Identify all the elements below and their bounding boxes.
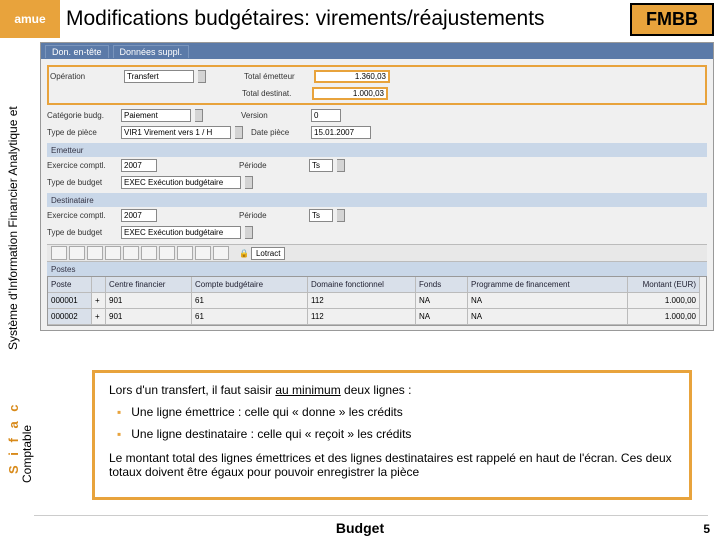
col-amount: Montant (EUR) xyxy=(628,277,700,293)
label-category: Catégorie budg. xyxy=(47,111,117,120)
col-prog: Programme de financement xyxy=(468,277,628,293)
input-docdate[interactable]: 15.01.2007 xyxy=(311,126,371,139)
toolbar-button[interactable] xyxy=(105,246,121,260)
table-row[interactable]: 000001 + 901 61 112 NA NA 1.000,00 xyxy=(48,293,706,309)
label-budgettype: Type de budget xyxy=(47,228,117,237)
section-recipient: Destinataire xyxy=(47,193,707,207)
input-doctype[interactable]: VIR1 Virement vers 1 / H xyxy=(121,126,231,139)
toolbar-button[interactable] xyxy=(87,246,103,260)
dropdown-icon[interactable] xyxy=(337,159,345,172)
sidebar-brand: S i f a c xyxy=(6,401,21,474)
dropdown-icon[interactable] xyxy=(245,176,253,189)
col-poste: Poste xyxy=(48,277,92,293)
toolbar-button[interactable] xyxy=(123,246,139,260)
col-mark xyxy=(92,277,106,293)
toolbar-button[interactable] xyxy=(177,246,193,260)
toolbar-button[interactable] xyxy=(141,246,157,260)
col-fonds: Fonds xyxy=(416,277,468,293)
input-operation[interactable]: Transfert xyxy=(124,70,194,83)
dropdown-icon[interactable] xyxy=(198,70,206,83)
grid-header: Poste Centre financier Compte budgétaire… xyxy=(48,277,706,293)
postes-grid: Poste Centre financier Compte budgétaire… xyxy=(47,276,707,326)
instruction-total: Le montant total des lignes émettrices e… xyxy=(109,451,675,479)
bullet-recipient: Une ligne destinataire : celle qui « reç… xyxy=(117,427,675,441)
label-version: Version xyxy=(241,111,307,120)
tabstrip: Don. en-tête Données suppl. xyxy=(41,43,713,59)
input-version[interactable]: 0 xyxy=(311,109,341,122)
toolbar-button[interactable] xyxy=(195,246,211,260)
value-total-emit: 1.360,03 xyxy=(314,70,390,83)
page-title: Modifications budgétaires: virements/réa… xyxy=(60,7,630,31)
label-total-dest: Total destinat. xyxy=(242,89,308,98)
label-fyear: Exercice comptl. xyxy=(47,211,117,220)
title-bar: amue Modifications budgétaires: virement… xyxy=(0,0,720,38)
sap-window: Don. en-tête Données suppl. Opération Tr… xyxy=(40,42,714,331)
col-cb: Compte budgétaire xyxy=(192,277,308,293)
logo: amue xyxy=(0,0,60,38)
dropdown-icon[interactable] xyxy=(337,209,345,222)
footer-divider xyxy=(34,515,708,516)
table-row[interactable]: 000002 + 901 61 112 NA NA 1.000,00 xyxy=(48,309,706,325)
page-number: 5 xyxy=(703,522,710,536)
input-budgettype-emit[interactable]: EXEC Exécution budgétaire xyxy=(121,176,241,189)
sidebar-subtitle: Système d'Information Financier Analytiq… xyxy=(6,106,20,350)
input-period-dest[interactable]: Ts xyxy=(309,209,333,222)
input-period-emit[interactable]: Ts xyxy=(309,159,333,172)
instruction-line1: Lors d'un transfert, il faut saisir au m… xyxy=(109,383,675,397)
sidebar-subtitle2: Comptable xyxy=(20,425,34,483)
toolbar-button[interactable] xyxy=(213,246,229,260)
value-total-dest: 1.000,03 xyxy=(312,87,388,100)
label-doctype: Type de pièce xyxy=(47,128,117,137)
tab-suppl[interactable]: Données suppl. xyxy=(113,45,190,58)
sidebar: Système d'Information Financier Analytiq… xyxy=(0,38,28,510)
dropdown-icon[interactable] xyxy=(195,109,203,122)
grid-title: Postes xyxy=(47,262,707,276)
label-total-emit: Total émetteur xyxy=(244,72,310,81)
dropdown-icon[interactable] xyxy=(235,126,243,139)
input-category[interactable]: Paiement xyxy=(121,109,191,122)
form-area: Opération Transfert Total émetteur 1.360… xyxy=(41,59,713,330)
tcode-badge: FMBB xyxy=(630,3,714,36)
label-period: Période xyxy=(239,211,305,220)
instruction-box: Lors d'un transfert, il faut saisir au m… xyxy=(92,370,692,500)
col-cf: Centre financier xyxy=(106,277,192,293)
col-df: Domaine fonctionnel xyxy=(308,277,416,293)
input-fyear-dest[interactable]: 2007 xyxy=(121,209,157,222)
toolbar-button[interactable] xyxy=(69,246,85,260)
toolbar-button[interactable] xyxy=(51,246,67,260)
label-budgettype: Type de budget xyxy=(47,178,117,187)
grid-toolbar: 🔒 Lotract xyxy=(47,244,707,262)
toolbar-button[interactable] xyxy=(159,246,175,260)
dropdown-icon[interactable] xyxy=(245,226,253,239)
label-docdate: Date pièce xyxy=(251,128,307,137)
lotract-field[interactable]: Lotract xyxy=(251,247,285,260)
label-period: Période xyxy=(239,161,305,170)
section-emitter: Emetteur xyxy=(47,143,707,157)
footer-label: Budget xyxy=(0,518,720,538)
label-fyear: Exercice comptl. xyxy=(47,161,117,170)
bullet-emitter: Une ligne émettrice : celle qui « donne … xyxy=(117,405,675,419)
input-budgettype-dest[interactable]: EXEC Exécution budgétaire xyxy=(121,226,241,239)
highlight-totals: Opération Transfert Total émetteur 1.360… xyxy=(47,65,707,105)
input-fyear-emit[interactable]: 2007 xyxy=(121,159,157,172)
label-operation: Opération xyxy=(50,72,120,81)
tab-header[interactable]: Don. en-tête xyxy=(45,45,109,58)
